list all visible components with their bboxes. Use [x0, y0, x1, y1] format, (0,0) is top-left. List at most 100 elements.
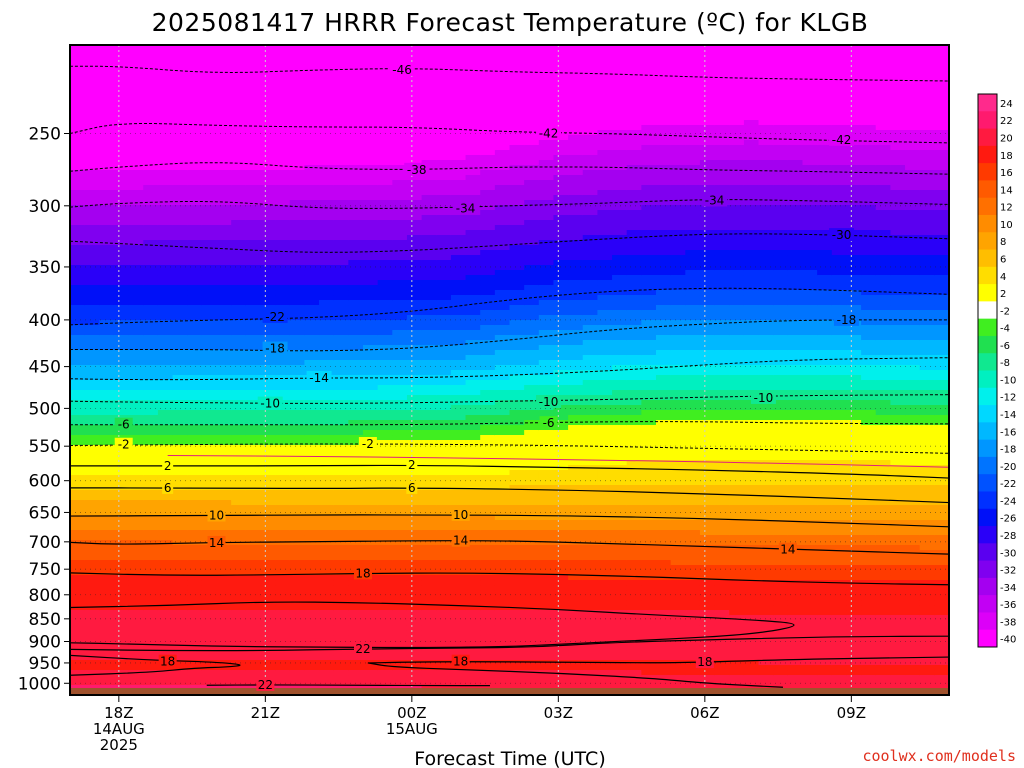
temperature-cell [612, 415, 628, 421]
temperature-cell [216, 415, 232, 421]
temperature-cell [99, 570, 115, 576]
temperature-cell [626, 165, 642, 171]
temperature-cell [524, 55, 540, 61]
temperature-cell [406, 240, 423, 246]
temperature-cell [143, 70, 159, 76]
temperature-cell [99, 210, 115, 216]
temperature-cell [304, 505, 320, 511]
temperature-cell [143, 215, 159, 221]
temperature-cell [392, 100, 408, 106]
temperature-cell [157, 625, 174, 631]
temperature-cell [377, 480, 393, 486]
temperature-cell [597, 545, 613, 551]
temperature-cell [348, 480, 364, 486]
temperature-cell [568, 375, 584, 381]
temperature-cell [582, 430, 598, 436]
temperature-cell [70, 630, 86, 636]
temperature-cell [172, 620, 188, 626]
temperature-cell [304, 195, 320, 201]
temperature-cell [436, 60, 452, 66]
temperature-cell [538, 610, 555, 616]
temperature-cell [377, 295, 393, 301]
temperature-cell [436, 465, 452, 471]
temperature-cell [84, 55, 100, 61]
temperature-cell [406, 575, 423, 581]
temperature-cell [275, 535, 291, 541]
temperature-cell [289, 300, 305, 306]
temperature-cell [216, 285, 232, 291]
temperature-cell [304, 535, 320, 541]
temperature-cell [553, 280, 569, 286]
temperature-cell [113, 685, 130, 691]
temperature-cell [494, 660, 511, 666]
temperature-cell [480, 390, 496, 396]
temperature-cell [319, 85, 335, 91]
temperature-cell [450, 595, 467, 601]
temperature-cell [612, 650, 628, 656]
temperature-cell [494, 130, 511, 136]
temperature-cell [465, 585, 481, 591]
temperature-cell [260, 370, 276, 376]
temperature-cell [553, 620, 569, 626]
temperature-cell [612, 430, 628, 436]
temperature-cell [377, 385, 393, 391]
temperature-cell [231, 285, 247, 291]
temperature-cell [612, 140, 628, 146]
temperature-cell [421, 355, 437, 361]
temperature-cell [128, 145, 144, 151]
temperature-cell [406, 85, 423, 91]
temperature-cell [84, 65, 100, 71]
temperature-cell [612, 555, 628, 561]
temperature-cell [348, 420, 364, 426]
temperature-cell [612, 105, 628, 111]
temperature-cell [245, 45, 262, 51]
temperature-cell [612, 180, 628, 186]
temperature-cell [84, 510, 100, 516]
temperature-cell [245, 410, 262, 416]
temperature-cell [304, 415, 320, 421]
temperature-cell [421, 495, 437, 501]
temperature-cell [421, 635, 437, 641]
temperature-cell [509, 630, 525, 636]
temperature-cell [597, 575, 613, 581]
temperature-cell [524, 285, 540, 291]
temperature-cell [231, 645, 247, 651]
temperature-cell [450, 580, 467, 586]
temperature-cell [436, 275, 452, 281]
temperature-cell [319, 170, 335, 176]
temperature-cell [84, 560, 100, 566]
temperature-cell [231, 180, 247, 186]
temperature-cell [128, 540, 144, 546]
temperature-cell [84, 225, 100, 231]
temperature-cell [494, 100, 511, 106]
temperature-cell [524, 630, 540, 636]
temperature-cell [128, 555, 144, 561]
temperature-cell [582, 370, 598, 376]
temperature-cell [421, 525, 437, 531]
temperature-cell [553, 270, 569, 276]
temperature-cell [231, 610, 247, 616]
temperature-cell [245, 385, 262, 391]
temperature-cell [231, 525, 247, 531]
temperature-cell [99, 265, 115, 271]
temperature-cell [553, 480, 569, 486]
temperature-cell [377, 265, 393, 271]
temperature-cell [348, 630, 364, 636]
temperature-cell [275, 175, 291, 181]
temperature-cell [509, 510, 525, 516]
temperature-cell [524, 510, 540, 516]
temperature-cell [538, 440, 555, 446]
temperature-cell [245, 495, 262, 501]
temperature-cell [84, 650, 100, 656]
temperature-cell [113, 375, 130, 381]
temperature-cell [436, 45, 452, 51]
temperature-cell [99, 140, 115, 146]
temperature-cell [245, 195, 262, 201]
temperature-cell [99, 580, 115, 586]
temperature-cell [363, 465, 379, 471]
temperature-cell [626, 275, 642, 281]
temperature-cell [450, 295, 467, 301]
temperature-cell [553, 350, 569, 356]
temperature-cell [128, 470, 144, 476]
temperature-cell [157, 495, 174, 501]
